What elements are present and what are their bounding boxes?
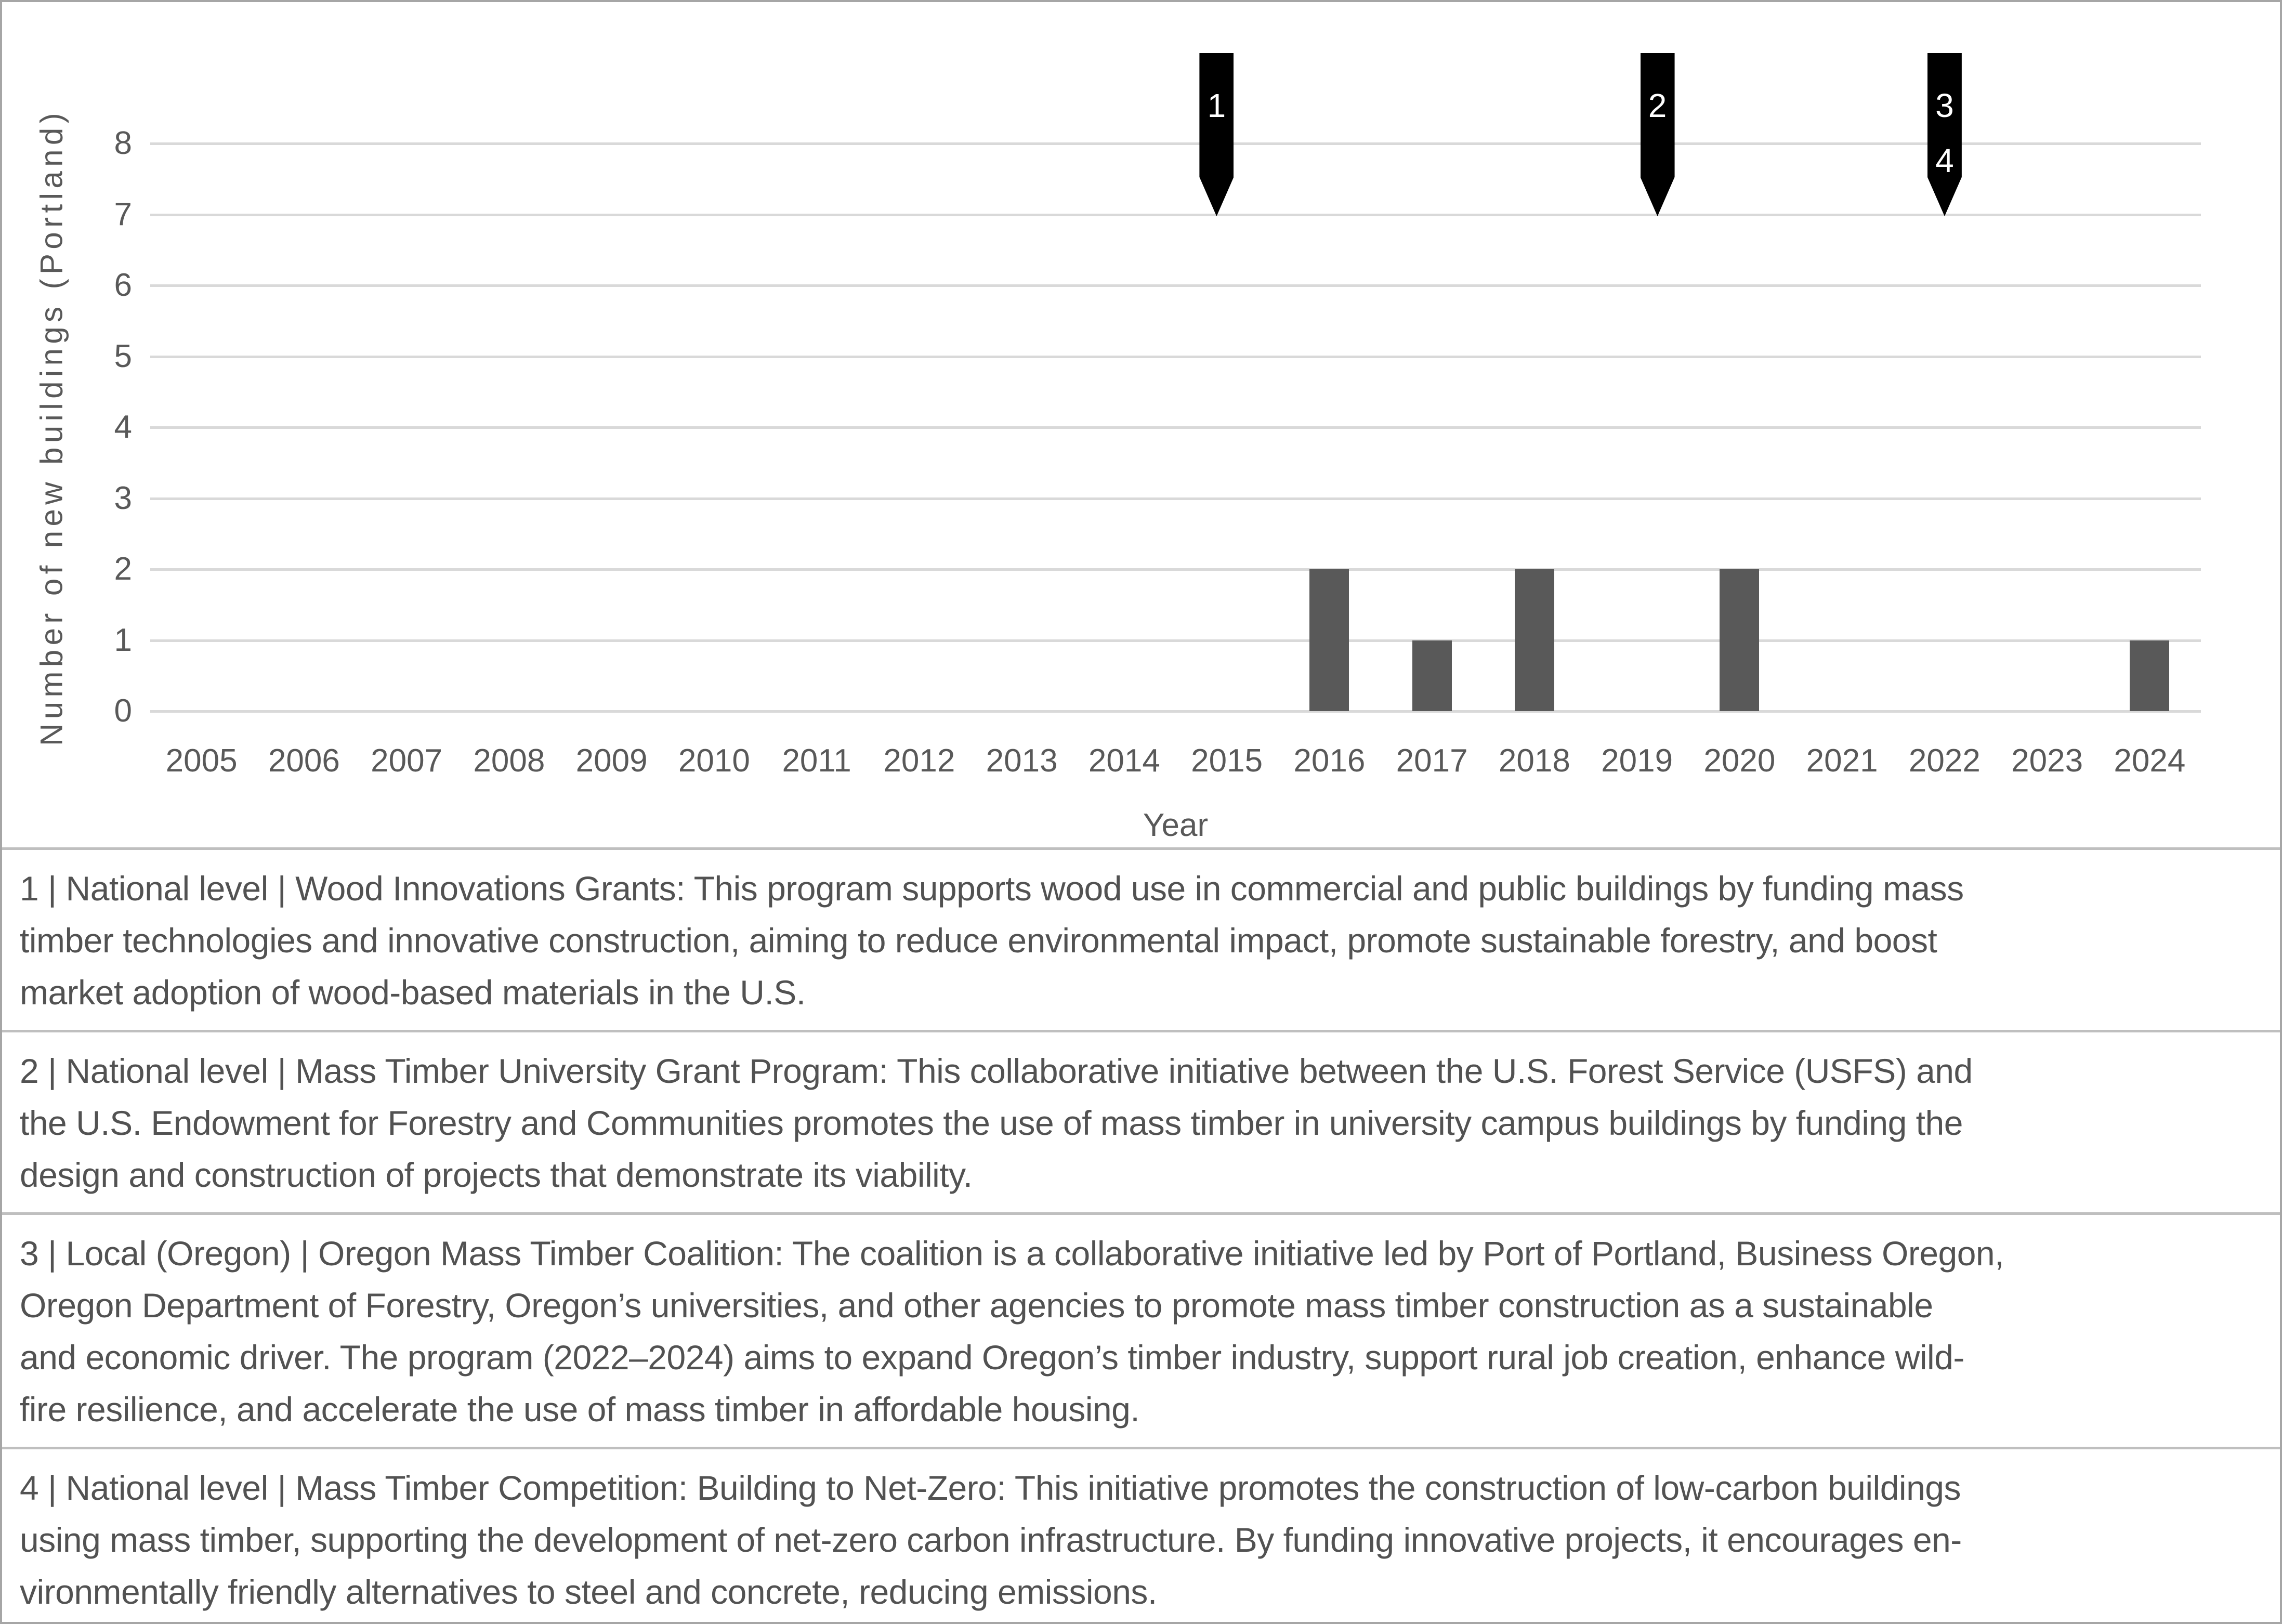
note-2-line-2: the U.S. Endowment for Forestry and Comm… [20,1104,1963,1142]
bar-2016 [1309,569,1349,711]
note-4-line-3: vironmentally friendly alternatives to s… [20,1573,1157,1611]
gridline-y-8 [150,142,2201,145]
plot-area [150,142,2201,713]
gridline-y-4 [150,426,2201,429]
annotation-pin-number-4: 4 [1935,142,1954,179]
y-tick-label-8: 8 [114,125,132,161]
annotation-pin-2: 2 [1640,53,1675,216]
note-paragraph-2: 2 | National level | Mass Timber Univers… [2,1030,2280,1212]
note-3-line-4: fire resilience, and accelerate the use … [20,1390,1140,1429]
x-tick-label-2007: 2007 [371,743,443,779]
bar-2017 [1412,640,1452,711]
note-4-line-1: 4 | National level | Mass Timber Competi… [20,1469,1961,1507]
x-tick-label-2020: 2020 [1703,743,1776,779]
annotation-pin-number-1: 1 [1207,87,1226,124]
x-tick-label-2021: 2021 [1806,743,1878,779]
y-tick-label-5: 5 [114,338,132,374]
annotation-pin-1: 1 [1199,53,1234,216]
gridline-y-5 [150,355,2201,358]
bar-2018 [1514,569,1554,711]
y-tick-label-3: 3 [114,480,132,516]
x-tick-label-2006: 2006 [268,743,340,779]
bar-2024 [2130,640,2170,711]
x-tick-label-2012: 2012 [883,743,955,779]
y-tick-label-2: 2 [114,551,132,587]
x-tick-label-2011: 2011 [782,743,851,779]
y-tick-label-1: 1 [114,622,132,658]
note-3-line-1: 3 | Local (Oregon) | Oregon Mass Timber … [20,1234,2004,1273]
note-1-line-2: timber technologies and innovative const… [20,921,1937,960]
bar-2020 [1720,569,1760,711]
note-paragraph-4: 4 | National level | Mass Timber Competi… [2,1447,2280,1622]
note-2-line-3: design and construction of projects that… [20,1156,973,1194]
note-1-line-1: 1 | National level | Wood Innovations Gr… [20,869,1964,908]
x-tick-label-2022: 2022 [1908,743,1981,779]
y-tick-label-6: 6 [114,267,132,303]
gridline-y-0 [150,710,2201,713]
x-tick-label-2005: 2005 [165,743,238,779]
gridline-y-3 [150,497,2201,500]
x-axis-title: Year [1143,807,1209,843]
gridline-y-6 [150,284,2201,287]
x-tick-label-2010: 2010 [678,743,750,779]
gridline-y-1 [150,639,2201,642]
x-tick-label-2018: 2018 [1498,743,1570,779]
x-tick-label-2008: 2008 [473,743,545,779]
y-tick-label-7: 7 [114,196,132,232]
y-tick-label-4: 4 [114,409,132,445]
x-tick-label-2024: 2024 [2114,743,2186,779]
note-2-line-1: 2 | National level | Mass Timber Univers… [20,1052,1973,1090]
x-tick-label-2017: 2017 [1396,743,1468,779]
x-tick-label-2014: 2014 [1088,743,1160,779]
note-paragraph-1: 1 | National level | Wood Innovations Gr… [2,847,2280,1030]
note-3-line-3: and economic driver. The program (2022–2… [20,1338,1964,1377]
x-tick-label-2016: 2016 [1293,743,1366,779]
notes-section: 1 | National level | Wood Innovations Gr… [2,847,2280,1622]
y-tick-label-0: 0 [114,693,132,729]
x-tick-label-2015: 2015 [1191,743,1263,779]
gridline-y-7 [150,213,2201,216]
x-tick-label-2009: 2009 [575,743,648,779]
x-tick-label-2019: 2019 [1601,743,1673,779]
note-4-line-2: using mass timber, supporting the develo… [20,1521,1962,1559]
annotation-pin-number-2: 2 [1648,87,1667,124]
note-1-line-3: market adoption of wood-based materials … [20,973,806,1012]
note-paragraph-3: 3 | Local (Oregon) | Oregon Mass Timber … [2,1212,2280,1447]
annotation-pin-number-3: 3 [1935,87,1954,124]
note-3-line-2: Oregon Department of Forestry, Oregon’s … [20,1286,1933,1325]
x-tick-label-2023: 2023 [2011,743,2083,779]
gridline-y-2 [150,568,2201,571]
x-tick-label-2013: 2013 [986,743,1058,779]
